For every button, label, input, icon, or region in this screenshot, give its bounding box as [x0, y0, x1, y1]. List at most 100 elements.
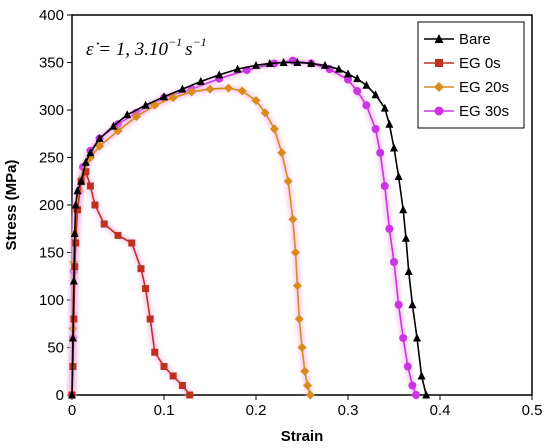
data-point	[251, 96, 261, 105]
data-point	[160, 92, 168, 101]
series-layer	[67, 56, 431, 400]
data-point	[205, 84, 215, 94]
data-point	[321, 60, 329, 69]
data-point	[233, 64, 242, 73]
data-point	[344, 69, 352, 78]
data-point	[123, 110, 132, 119]
data-point	[178, 382, 186, 389]
legend-marker	[435, 59, 443, 67]
data-point	[215, 70, 224, 79]
data-point	[305, 390, 315, 400]
data-point	[187, 87, 197, 97]
x-tick-label: 0.4	[430, 402, 451, 419]
data-point	[390, 143, 398, 152]
data-point	[150, 100, 160, 110]
data-point	[353, 74, 362, 83]
data-point	[362, 80, 371, 89]
y-tick-label: 250	[39, 150, 64, 167]
legend-marker	[434, 106, 444, 116]
data-point	[412, 391, 421, 399]
y-tick-label: 400	[39, 7, 64, 24]
data-point	[344, 75, 352, 84]
data-point	[385, 119, 394, 128]
data-point	[168, 93, 178, 103]
annotation-text: ε̇ = 1, 3.10	[86, 39, 169, 60]
annotation-unit: s	[185, 39, 192, 60]
legend-item: Bare	[424, 31, 491, 48]
data-point	[307, 58, 316, 67]
legend-label: EG 30s	[459, 103, 509, 120]
data-point	[74, 206, 82, 214]
x-tick-label: 0	[68, 402, 76, 419]
x-tick-label: 0.1	[154, 402, 175, 419]
strain-rate-annotation: ε̇ = 1, 3.10−1 s−1	[86, 35, 207, 60]
data-point	[297, 343, 307, 352]
y-tick-label: 200	[39, 197, 64, 214]
data-point	[82, 168, 90, 176]
data-point	[86, 148, 95, 157]
data-point	[178, 84, 187, 93]
data-point	[413, 333, 421, 342]
data-point	[408, 300, 417, 309]
data-point	[69, 276, 78, 285]
svg-text:ε̇ = 1, 3.10−1s−1: ε̇ = 1, 3.10−1 s−1	[86, 35, 207, 60]
legend-item: EG 0s	[424, 55, 501, 72]
data-point	[86, 182, 94, 190]
data-point	[385, 224, 394, 233]
data-point	[128, 239, 136, 247]
y-tick-label: 350	[39, 55, 64, 72]
data-point	[399, 334, 408, 342]
data-point	[288, 214, 298, 224]
data-point	[95, 134, 104, 142]
data-point	[100, 220, 108, 228]
data-point	[95, 141, 105, 151]
data-point	[401, 233, 410, 242]
data-point	[362, 101, 371, 110]
data-point	[294, 314, 304, 324]
data-point	[417, 371, 426, 380]
data-point	[223, 83, 233, 93]
data-point	[371, 125, 380, 133]
series-bare	[68, 58, 431, 399]
data-point	[422, 390, 431, 399]
x-tick-label: 0.2	[246, 402, 267, 419]
y-axis-label: Stress (MPa)	[3, 160, 20, 251]
data-point	[292, 281, 302, 291]
data-point	[131, 112, 141, 122]
data-point	[291, 248, 301, 257]
data-point	[376, 148, 385, 157]
data-point	[186, 391, 194, 399]
x-tick-label: 0.5	[522, 402, 543, 419]
data-point	[399, 205, 408, 214]
data-point	[390, 258, 398, 266]
x-axis-label: Strain	[281, 428, 324, 445]
data-point	[151, 348, 159, 356]
legend-label: EG 20s	[459, 79, 509, 96]
data-point	[380, 103, 389, 112]
data-point	[252, 60, 260, 69]
legend-item: EG 20s	[424, 79, 509, 96]
data-point	[404, 267, 413, 275]
data-point	[353, 87, 362, 95]
data-point	[91, 201, 99, 209]
y-tick-label: 100	[39, 292, 64, 309]
data-point	[68, 390, 76, 399]
data-point	[169, 372, 177, 380]
data-point	[73, 186, 82, 195]
data-point	[380, 182, 389, 190]
data-point	[141, 100, 150, 109]
y-tick-label: 150	[39, 245, 64, 262]
y-tick-label: 0	[56, 387, 64, 404]
data-point	[71, 200, 80, 209]
legend-item: EG 30s	[424, 103, 509, 120]
data-point	[408, 381, 417, 390]
data-point	[279, 58, 288, 66]
data-point	[114, 231, 122, 239]
y-tick-label: 300	[39, 102, 64, 119]
data-point	[113, 126, 123, 136]
data-point	[142, 285, 150, 293]
data-point	[334, 64, 343, 73]
data-point	[394, 300, 403, 309]
legend-marker	[434, 82, 444, 92]
x-tick-label: 0.3	[338, 402, 359, 419]
